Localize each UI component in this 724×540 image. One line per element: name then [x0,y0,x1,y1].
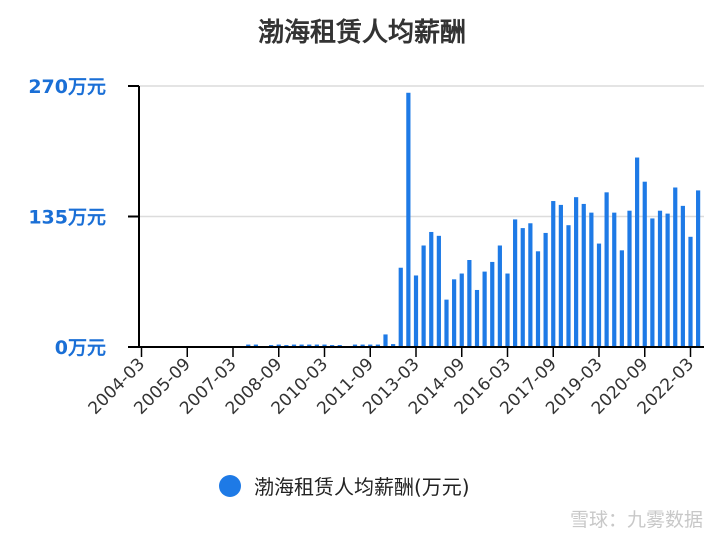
legend[interactable]: 渤海租赁人均薪酬(万元) [219,475,470,499]
bar-2014-06[interactable] [452,279,457,347]
bar-2017-06[interactable] [543,232,548,347]
bar-2011-06[interactable] [360,344,365,347]
y-tick-label: 270万元 [28,76,106,98]
bar-series [246,92,701,348]
y-tick-label: 135万元 [28,207,106,229]
bar-2008-09[interactable] [276,344,281,347]
bar-2014-03[interactable] [444,299,449,347]
bar-2009-09[interactable] [307,344,312,347]
bar-2013-09[interactable] [429,231,434,347]
bar-2016-03[interactable] [505,273,510,347]
bar-2020-09[interactable] [642,181,647,347]
bar-2017-03[interactable] [535,251,541,347]
bar-2012-03[interactable] [383,334,388,347]
legend-label: 渤海租赁人均薪酬(万元) [254,475,470,499]
bar-2014-12[interactable] [467,260,472,347]
bar-2007-12[interactable] [253,344,258,347]
legend-marker [219,475,241,497]
bar-2012-06[interactable] [391,344,396,347]
bar-2020-03[interactable] [627,210,632,347]
bar-2018-09[interactable] [581,203,586,347]
bar-2015-06[interactable] [482,271,487,347]
bar-2013-12[interactable] [436,235,441,347]
bar-2013-03[interactable] [413,275,419,347]
gridlines [139,85,704,218]
x-axis: 2004-032005-092007-032008-092010-032011-… [85,346,704,419]
bar-2022-03[interactable] [688,236,693,347]
bar-2011-09[interactable] [368,344,373,347]
bar-2009-03[interactable] [291,344,297,347]
bar-2013-06[interactable] [421,245,426,348]
bar-2009-12[interactable] [314,344,319,347]
bar-2011-03[interactable] [352,344,358,347]
bar-2021-06[interactable] [665,213,670,347]
bar-2009-06[interactable] [299,344,304,347]
bar-2020-06[interactable] [635,157,640,347]
bar-2012-12[interactable] [406,92,411,348]
bar-2019-06[interactable] [604,192,609,347]
bar-2015-03[interactable] [474,289,480,347]
bar-2016-12[interactable] [528,223,533,347]
bar-2012-09[interactable] [398,267,403,347]
bar-2016-06[interactable] [513,219,518,347]
bar-2014-09[interactable] [459,273,464,347]
bar-2018-12[interactable] [589,212,594,347]
bar-2018-06[interactable] [574,197,579,347]
bar-2007-09[interactable] [246,344,251,347]
chart-title: 渤海租赁人均薪酬 [258,18,466,48]
bar-2017-09[interactable] [551,201,556,347]
bar-2021-09[interactable] [673,187,678,348]
bar-2015-12[interactable] [497,245,502,348]
bar-2020-12[interactable] [650,218,655,347]
bar-2022-06[interactable] [696,190,701,347]
bar-2018-03[interactable] [566,225,571,347]
watermark-text: 雪球：九雾数据 [570,509,703,531]
bar-2010-03[interactable] [322,344,327,347]
bar-2019-12[interactable] [619,250,624,347]
bar-2021-03[interactable] [657,210,663,347]
bar-2016-09[interactable] [520,228,525,347]
bar-2017-12[interactable] [558,204,563,347]
bar-2019-03[interactable] [596,243,602,347]
bar-2015-09[interactable] [490,261,495,347]
bar-2011-12[interactable] [375,344,380,347]
y-axis: 0万元 135万元 270万元 [28,76,140,359]
y-tick-label: 0万元 [55,337,106,359]
bar-2021-12[interactable] [680,205,685,347]
bar-2019-09[interactable] [612,212,617,347]
